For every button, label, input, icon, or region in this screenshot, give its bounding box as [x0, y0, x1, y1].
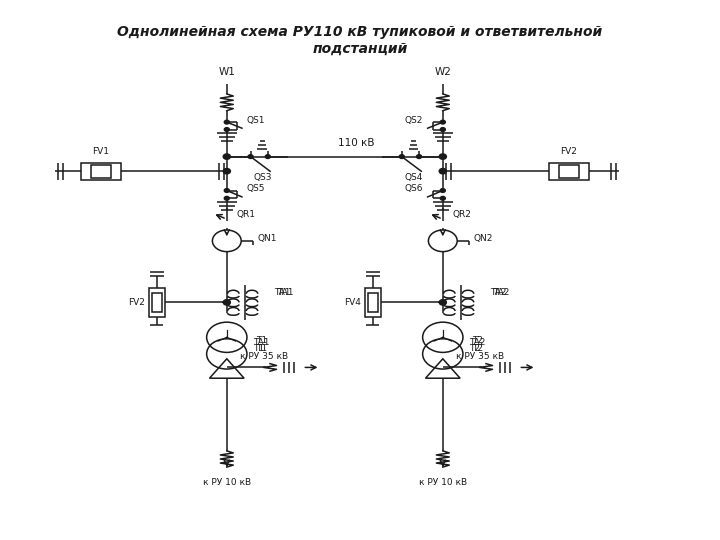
- Text: TA1: TA1: [253, 338, 269, 347]
- Circle shape: [441, 188, 445, 192]
- Circle shape: [439, 168, 446, 174]
- Text: FV4: FV4: [345, 298, 361, 307]
- Bar: [549, 163, 589, 180]
- Circle shape: [223, 168, 230, 174]
- Text: TA2: TA2: [493, 288, 510, 297]
- Text: T1: T1: [253, 344, 264, 353]
- Text: FV2: FV2: [129, 298, 145, 307]
- Text: T2: T2: [472, 344, 482, 353]
- Text: TA2: TA2: [469, 338, 485, 347]
- Text: T2: T2: [472, 336, 482, 345]
- Circle shape: [223, 154, 230, 159]
- Circle shape: [225, 120, 230, 124]
- Text: к РУ 10 кВ: к РУ 10 кВ: [203, 478, 251, 487]
- Circle shape: [223, 300, 230, 305]
- Bar: [81, 163, 121, 180]
- Text: T1: T1: [256, 336, 266, 345]
- Bar: [149, 287, 165, 317]
- Text: T1: T1: [256, 344, 266, 353]
- Circle shape: [225, 197, 230, 200]
- Circle shape: [265, 155, 270, 159]
- Text: 110 кВ: 110 кВ: [338, 138, 374, 149]
- Circle shape: [225, 127, 230, 131]
- Text: подстанций: подстанций: [312, 42, 408, 56]
- Bar: [365, 287, 381, 317]
- Bar: [559, 165, 579, 178]
- Circle shape: [439, 154, 446, 159]
- Text: FV1: FV1: [92, 147, 109, 156]
- Text: QN2: QN2: [473, 234, 492, 242]
- Text: QS2: QS2: [404, 116, 423, 125]
- Text: QS5: QS5: [247, 185, 266, 193]
- Bar: [152, 293, 162, 312]
- Text: QS4: QS4: [405, 173, 423, 181]
- Text: TA2: TA2: [490, 288, 506, 297]
- Circle shape: [439, 300, 446, 305]
- Circle shape: [441, 120, 445, 124]
- Text: QS6: QS6: [404, 185, 423, 193]
- Circle shape: [417, 155, 422, 159]
- Bar: [368, 293, 378, 312]
- Text: QS1: QS1: [247, 116, 266, 125]
- Text: QN1: QN1: [257, 234, 276, 242]
- Text: к РУ 35 кВ: к РУ 35 кВ: [456, 352, 504, 361]
- Text: QR2: QR2: [452, 210, 471, 219]
- Text: к РУ 35 кВ: к РУ 35 кВ: [240, 352, 288, 361]
- Bar: [91, 165, 111, 178]
- Circle shape: [441, 197, 445, 200]
- Circle shape: [225, 188, 230, 192]
- Text: W2: W2: [434, 66, 451, 77]
- Text: TA1: TA1: [277, 288, 294, 297]
- Text: QS3: QS3: [253, 173, 272, 181]
- Text: к РУ 10 кВ: к РУ 10 кВ: [419, 478, 467, 487]
- Text: QR1: QR1: [236, 210, 255, 219]
- Text: T2: T2: [469, 344, 480, 353]
- Text: TA1: TA1: [274, 288, 290, 297]
- Circle shape: [248, 155, 253, 159]
- Text: W1: W1: [218, 66, 235, 77]
- Text: FV2: FV2: [560, 147, 577, 156]
- Circle shape: [400, 155, 405, 159]
- Circle shape: [441, 127, 445, 131]
- Text: Однолинейная схема РУ110 кВ тупиковой и ответвительной: Однолинейная схема РУ110 кВ тупиковой и …: [117, 25, 603, 39]
